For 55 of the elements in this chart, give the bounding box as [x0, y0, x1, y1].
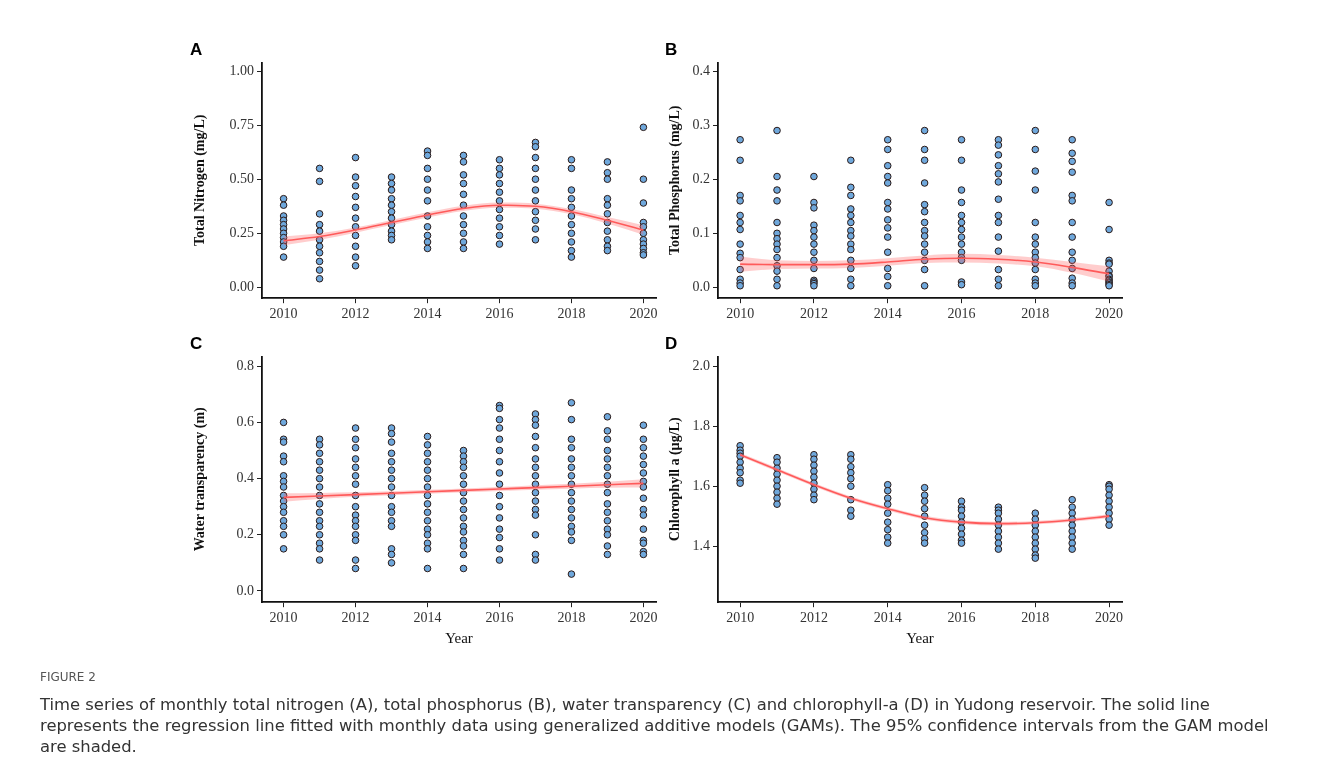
- x-tick-label: 2014: [413, 306, 442, 322]
- x-tick-label: 2016: [947, 610, 976, 626]
- y-tick-label: 0.50: [229, 170, 254, 186]
- y-axis-title: Total Nitrogen (mg/L): [192, 114, 209, 247]
- x-tick-label: 2018: [1021, 610, 1050, 626]
- y-tick-label: 0.2: [692, 170, 710, 186]
- x-tick-label: 2012: [341, 610, 370, 626]
- y-tick-label: 1.4: [692, 537, 710, 553]
- y-tick-label: 0.8: [236, 357, 254, 373]
- y-tick-label: 2.0: [692, 357, 710, 373]
- y-tick-label: 1.6: [692, 477, 710, 493]
- x-axis-title: Year: [445, 629, 473, 646]
- x-tick-label: 2016: [485, 306, 514, 322]
- x-tick-label: 2014: [413, 610, 442, 626]
- x-tick-label: 2020: [629, 610, 658, 626]
- y-axis-title: Total Phosphorus (mg/L): [667, 105, 684, 256]
- y-tick-label: 1.8: [692, 417, 710, 433]
- x-tick-label: 2020: [1095, 610, 1124, 626]
- x-tick-label: 2014: [873, 306, 902, 322]
- x-axis-title: Year: [906, 629, 934, 646]
- x-tick-label: 2014: [873, 610, 902, 626]
- x-tick-label: 2020: [629, 306, 658, 322]
- y-tick-label: 0.0: [692, 279, 710, 295]
- x-tick-label: 2010: [269, 610, 298, 626]
- x-tick-label: 2012: [799, 306, 828, 322]
- chart-title: A: [190, 39, 203, 59]
- caption: FIGURE 2: [40, 669, 97, 686]
- x-tick-label: 2010: [726, 610, 755, 626]
- x-tick-label: 2010: [269, 306, 298, 322]
- y-tick-label: 0.2: [236, 526, 254, 542]
- y-tick-label: 0.00: [229, 279, 254, 295]
- x-tick-label: 2018: [557, 306, 586, 322]
- x-tick-label: 2018: [557, 610, 586, 626]
- y-axis-title: Water transparency (m): [192, 406, 209, 552]
- x-tick-label: 2010: [726, 306, 755, 322]
- y-tick-label: 0.25: [229, 224, 254, 240]
- x-tick-label: 2012: [799, 610, 828, 626]
- y-tick-label: 0.4: [236, 470, 254, 486]
- x-tick-label: 2018: [1021, 306, 1050, 322]
- x-tick-label: 2016: [485, 610, 514, 626]
- chart-title: B: [665, 39, 678, 59]
- chart-title: D: [665, 333, 678, 353]
- y-tick-label: 0.1: [692, 224, 710, 240]
- y-axis-title: Chlorophyll a (µg/L): [667, 417, 684, 542]
- y-tick-label: 0.6: [236, 414, 254, 430]
- y-tick-label: 0.4: [692, 62, 710, 78]
- y-tick-label: 0.75: [229, 116, 254, 132]
- x-tick-label: 2012: [341, 306, 370, 322]
- x-tick-label: 2020: [1095, 306, 1124, 322]
- y-tick-label: 0.3: [692, 116, 710, 132]
- y-tick-label: 0.0: [236, 582, 254, 598]
- y-tick-label: 1.00: [229, 62, 254, 78]
- chart-title: C: [190, 333, 203, 353]
- x-tick-label: 2016: [947, 306, 976, 322]
- text: Time series of monthly total nitrogen (A), total phosphorus (B), water transparency (C) and chlorophyll-a (D) in Yudong reservoir. The solid line represents the regression line fitted with monthly data using generalized additive models (GAMs). The 95% confidence intervals from the GAM model are shaded.: [40, 694, 1270, 757]
